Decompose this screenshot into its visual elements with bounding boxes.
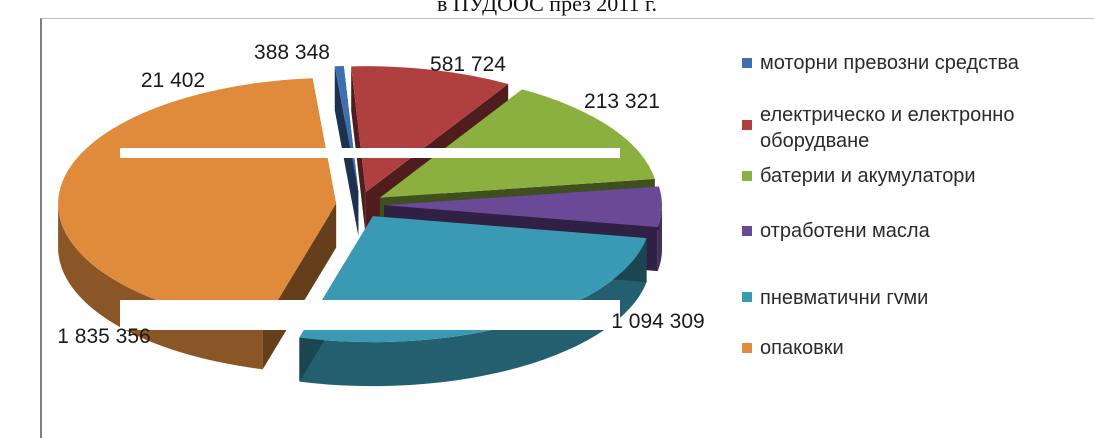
data-label-4: 1 094 309 <box>611 310 704 333</box>
legend-item-tyres: пневматични гуми <box>742 284 928 314</box>
legend-swatch-vehicles <box>742 58 752 68</box>
chart-frame <box>40 18 1094 438</box>
pie-chart: 21 402 388 348 581 724 213 321 1 094 309 1 83… <box>57 41 705 387</box>
legend-item-packaging: опаковки <box>742 335 844 365</box>
data-label-1: 388 348 <box>254 41 330 64</box>
legend-swatch-batteries <box>742 171 752 181</box>
legend-item-oils: отработени масла <box>742 218 930 248</box>
pie-slice-top-5 <box>58 78 337 326</box>
legend-swatch-electronics <box>742 120 752 130</box>
legend-label-batteries: батерии и акумулатори <box>760 165 976 187</box>
pie-slice-side-3 <box>657 205 662 272</box>
legend-label-oils: отработени масла <box>760 220 930 242</box>
pie-slice-top-2 <box>379 89 655 198</box>
legend-swatch-oils <box>742 226 752 236</box>
legend-label-tyres: пневматични гуми <box>760 287 929 304</box>
legend-item-batteries: батерии и акумулатори <box>742 163 976 193</box>
chart-title: в ПУДООС през 2011 г. <box>436 0 658 16</box>
pie-slice-top-3 <box>383 186 662 228</box>
pie-slice-side-4 <box>299 238 647 387</box>
data-label-0: 21 402 <box>141 69 205 92</box>
pie-slice-top-1 <box>351 66 509 193</box>
legend-swatch-tyres <box>742 292 752 302</box>
data-label-3: 213 321 <box>584 90 660 113</box>
legend-item-vehicles: моторни превозни средства <box>742 50 1019 80</box>
legend-label-vehicles: моторни превозни средства <box>760 52 1019 74</box>
pie-slice-top-0 <box>334 66 359 192</box>
scan-artifact-1 <box>120 300 620 330</box>
legend-swatch-packaging <box>742 343 752 353</box>
legend-item-electronics: електрическо и електронно оборудване <box>742 104 1080 152</box>
data-label-5: 1 835 356 <box>57 325 150 348</box>
scan-artifact-0 <box>120 148 620 158</box>
legend-label-packaging: опаковки <box>760 337 844 359</box>
legend-label-electronics: електрическо и електронно оборудване <box>760 104 1015 152</box>
data-label-2: 581 724 <box>430 53 506 76</box>
